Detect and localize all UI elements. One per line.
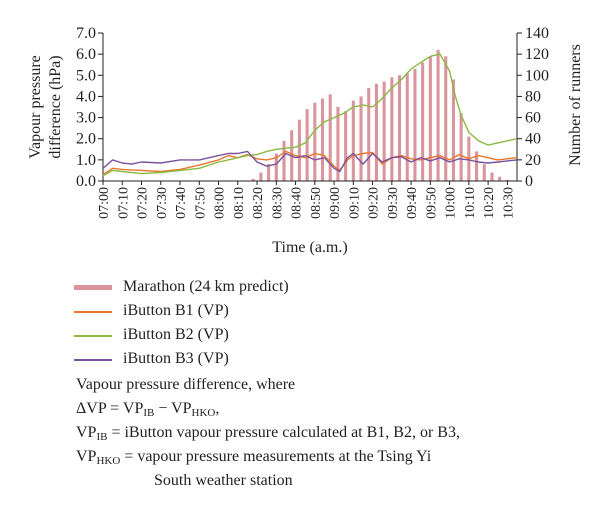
y-left-tick-label-0: 0.0 [76, 173, 96, 190]
note-delta-formula: ΔVP = VPIB − VPHKO, [76, 400, 220, 419]
legend-label-b3: iButton B3 (VP) [123, 350, 229, 367]
bar-runners-17 [382, 81, 386, 181]
bar-runners-21 [413, 68, 417, 181]
y-right-tick-label-6: 120 [525, 46, 549, 63]
bar-runners-10 [328, 94, 332, 181]
y-right-tick-label-4: 80 [525, 88, 541, 105]
bar-runners-31 [490, 172, 494, 181]
legend-label-b1: iButton B1 (VP) [123, 302, 229, 319]
bar-runners-8 [313, 102, 317, 181]
bar-runners-0 [251, 178, 255, 181]
bar-runners-33 [505, 179, 509, 181]
x-tick-label-7: 08:10 [232, 187, 247, 219]
y-right-tick-label-2: 40 [525, 131, 541, 148]
bar-runners-3 [274, 153, 278, 181]
bar-runners-20 [405, 73, 409, 181]
y-right-tick-label-0: 0 [525, 173, 533, 190]
bar-runners-14 [359, 96, 363, 181]
bar-runners-27 [459, 113, 463, 181]
bar-runners-32 [498, 176, 502, 181]
note-intro: Vapour pressure difference, where [76, 376, 296, 393]
legend-swatch-marathon [74, 285, 112, 290]
bar-runners-16 [374, 83, 378, 181]
legend-swatch-b1 [74, 311, 112, 313]
legend-label-b2: iButton B2 (VP) [123, 326, 229, 343]
y-left-tick-label-7: 7.0 [76, 25, 96, 42]
legend: Marathon (24 km predict) iButton B1 (VP)… [74, 276, 574, 372]
bar-runners-7 [305, 109, 309, 181]
y-left-tick-label-4: 4.0 [76, 88, 96, 105]
y-right-tick-label-7: 140 [525, 25, 549, 42]
x-tick-label-3: 07:30 [155, 187, 170, 219]
x-tick-label-0: 07:00 [97, 187, 112, 219]
y-left-tick-label-1: 1.0 [76, 152, 96, 169]
bar-runners-25 [444, 56, 448, 181]
bar-runners-26 [451, 79, 455, 181]
x-tick-label-6: 08:00 [213, 187, 228, 219]
x-axis-title: Time (a.m.) [272, 239, 347, 256]
x-tick-label-21: 10:30 [501, 187, 516, 219]
y-left-tick-label-6: 6.0 [76, 46, 96, 63]
x-tick-label-19: 10:10 [463, 187, 478, 219]
bar-runners-13 [351, 100, 355, 181]
y-right-axis-title: Number of runners [567, 44, 584, 166]
bar-runners-1 [259, 172, 263, 181]
legend-label-marathon: Marathon (24 km predict) [123, 278, 289, 295]
bar-runners-19 [397, 75, 402, 181]
x-tick-label-14: 09:20 [367, 187, 382, 219]
bar-runners-6 [297, 119, 301, 181]
bar-runners-23 [428, 56, 432, 181]
x-tick-label-4: 07:40 [174, 187, 189, 219]
x-tick-label-13: 09:10 [347, 187, 362, 219]
bar-runners-12 [344, 111, 348, 181]
bar-runners-4 [282, 140, 286, 181]
y-left-tick-label-2: 2.0 [76, 131, 96, 148]
legend-swatch-b3 [74, 359, 112, 361]
x-tick-label-9: 08:30 [270, 187, 285, 219]
x-tick-label-15: 09:30 [386, 187, 401, 219]
y-right-tick-label-5: 100 [525, 67, 549, 84]
chart: 0.0 1.0 2.0 3.0 4.0 5.0 6.0 7.0 0 20 40 60 80 100 120 1… [27, 25, 584, 256]
legend-item-marathon: Marathon (24 km predict) [74, 276, 574, 300]
y-left-tick-label-3: 3.0 [76, 110, 96, 127]
bar-runners-22 [421, 62, 425, 181]
bar-runners-11 [336, 107, 340, 181]
bar-runners-18 [390, 77, 394, 181]
series-line-b2 [102, 53, 518, 177]
y-left-axis-title-line1: Vapour pressure [27, 55, 44, 159]
y-left-axis-title-line2: difference (hPa) [47, 55, 64, 158]
legend-swatch-b2 [74, 335, 112, 337]
x-tick-label-17: 09:50 [424, 187, 439, 219]
legend-item-b3: iButton B3 (VP) [74, 348, 574, 372]
bar-runners-9 [320, 98, 325, 181]
series-line-b3 [102, 150, 518, 173]
y-right-tick-label-1: 20 [525, 152, 541, 169]
x-tick-label-18: 10:00 [444, 187, 459, 219]
legend-item-b2: iButton B2 (VP) [74, 324, 574, 348]
caption-note: Vapour pressure difference, where ΔVP = … [76, 373, 596, 493]
note-vphko-continued: South weather station [154, 472, 293, 489]
x-tick-label-12: 09:00 [328, 187, 343, 219]
note-vphko-definition: VPHKO = vapour pressure measurements at … [76, 448, 432, 467]
x-tick-label-10: 08:40 [290, 187, 305, 219]
x-tick-label-20: 10:20 [482, 187, 497, 219]
x-tick-label-11: 08:50 [309, 187, 324, 219]
y-right-tick-label-3: 60 [525, 110, 541, 127]
bar-runners-24 [436, 49, 440, 181]
bar-runners-29 [475, 151, 479, 181]
x-tick-label-8: 08:20 [251, 187, 266, 219]
series-line-b1 [102, 150, 518, 176]
x-tick-label-2: 07:20 [136, 187, 151, 219]
x-tick-label-1: 07:10 [116, 187, 131, 219]
y-left-tick-label-5: 5.0 [76, 67, 96, 84]
bar-runners-30 [482, 164, 486, 181]
x-tick-label-5: 07:50 [193, 187, 208, 219]
note-vpib-definition: VPIB = iButton vapour pressure calculate… [76, 424, 460, 443]
bar-runners-15 [367, 87, 371, 181]
bar-runners-2 [267, 164, 271, 181]
x-tick-label-16: 09:40 [405, 187, 420, 219]
legend-item-b1: iButton B1 (VP) [74, 300, 574, 324]
